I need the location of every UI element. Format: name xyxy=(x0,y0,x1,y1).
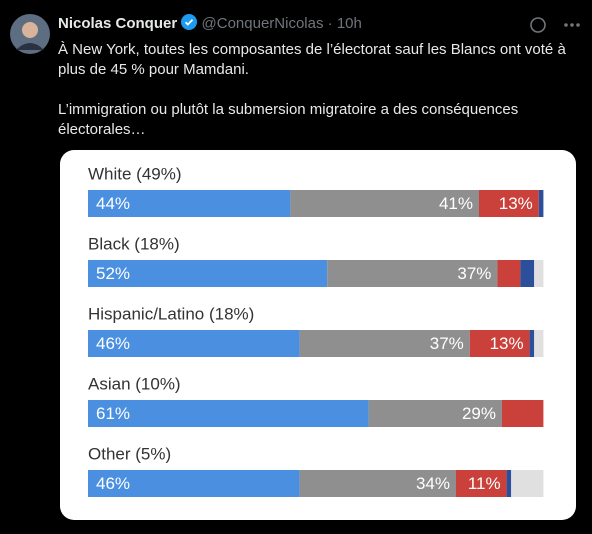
bar-segment xyxy=(88,400,369,427)
verified-badge xyxy=(181,14,198,30)
bar-segment xyxy=(88,190,291,217)
value-label: 37% xyxy=(430,334,464,353)
value-label: 46% xyxy=(96,334,130,353)
bar-segment xyxy=(534,330,544,357)
bar-segment xyxy=(88,470,300,497)
value-label: 41% xyxy=(439,194,473,213)
bar-segment xyxy=(502,400,544,427)
category-label: Other (5%) xyxy=(88,444,171,463)
category-label: White (49%) xyxy=(88,164,182,183)
bar-segment xyxy=(469,330,530,357)
handle[interactable]: @ConquerNicolas xyxy=(201,15,324,32)
bar-segment xyxy=(497,260,521,287)
value-label: 29% xyxy=(462,404,496,423)
bar-segment xyxy=(479,190,539,217)
value-label: 13% xyxy=(499,194,533,213)
bar-segment xyxy=(511,470,544,497)
author-name[interactable]: Nicolas Conquer xyxy=(58,15,178,32)
tweet-text: À New York, toutes les composantes de l’… xyxy=(58,40,578,160)
tweet-actions xyxy=(530,17,580,33)
value-label: 11% xyxy=(468,474,501,493)
bar-segment xyxy=(290,190,479,217)
value-label: 46% xyxy=(96,474,130,493)
bar-segment xyxy=(538,190,544,217)
bar-segment xyxy=(506,470,512,497)
value-label: 52% xyxy=(96,264,130,283)
value-label: 44% xyxy=(96,194,130,213)
more-button[interactable] xyxy=(564,23,580,27)
bar-segment xyxy=(299,470,456,497)
bar-segment xyxy=(327,260,498,287)
category-label: Black (18%) xyxy=(88,234,180,253)
bar-segment xyxy=(368,400,502,427)
bar-segment xyxy=(529,330,535,357)
paragraph: L’immigration ou plutôt la submersion mi… xyxy=(58,101,519,138)
bar-segment xyxy=(88,260,328,287)
bar-segment xyxy=(88,330,300,357)
paragraph: À New York, toutes les composantes de l’… xyxy=(58,41,566,78)
bar-segment xyxy=(520,260,535,287)
value-label: 13% xyxy=(490,334,524,353)
grok-icon[interactable] xyxy=(530,17,546,33)
tweet-header: Nicolas Conquer @ConquerNicolas · 10h xyxy=(58,14,362,32)
value-label: 34% xyxy=(416,474,450,493)
avatar[interactable] xyxy=(10,14,50,54)
category-label: Asian (10%) xyxy=(88,374,181,393)
value-label: 61% xyxy=(96,404,130,423)
bar-segment xyxy=(534,260,544,287)
bar-segment xyxy=(456,470,507,497)
category-label: Hispanic/Latino (18%) xyxy=(88,304,254,323)
bar-segment xyxy=(299,330,470,357)
timestamp[interactable]: · 10h xyxy=(327,15,362,32)
value-label: 37% xyxy=(457,264,491,283)
chart: White (49%) 44% 41% 13% Black (18%) 52% 37% His… xyxy=(60,150,576,520)
